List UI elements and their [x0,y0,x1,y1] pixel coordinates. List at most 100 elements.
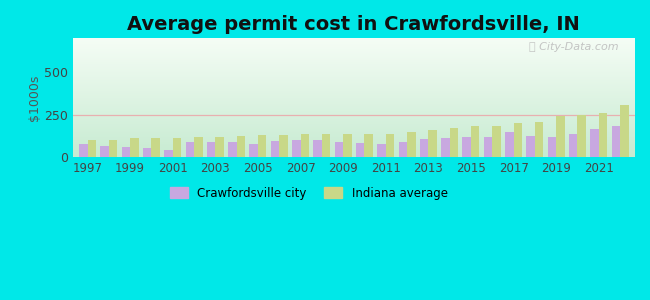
Bar [343,134,352,157]
Bar [173,138,181,157]
Bar [73,57,635,58]
Bar [420,139,428,157]
Bar [100,146,109,157]
Bar [462,136,471,157]
Bar [548,137,556,157]
Bar [492,126,500,157]
Bar [73,54,635,55]
Bar [73,106,635,107]
Bar [73,117,635,118]
Bar [73,96,635,97]
Y-axis label: $1000s: $1000s [28,74,41,121]
Bar [313,140,322,157]
Bar [73,137,635,138]
Bar [73,102,635,103]
Bar [73,146,635,147]
Bar [450,128,458,157]
Legend: Crawfordsville city, Indiana average: Crawfordsville city, Indiana average [165,182,452,204]
Bar [73,105,635,106]
Bar [73,97,635,98]
Bar [73,145,635,146]
Bar [73,64,635,65]
Bar [73,142,635,143]
Bar [73,134,635,135]
Bar [73,119,635,120]
Bar [73,118,635,119]
Bar [73,66,635,67]
Bar [73,76,635,77]
Bar [590,129,599,157]
Bar [73,80,635,81]
Bar [250,144,258,157]
Bar [73,39,635,40]
Bar [185,142,194,157]
Bar [73,73,635,74]
Bar [73,85,635,86]
Bar [73,78,635,79]
Bar [612,126,620,157]
Bar [73,95,635,96]
Bar [73,81,635,82]
Bar [484,136,492,157]
Bar [428,130,437,157]
Bar [73,90,635,91]
Bar [73,101,635,102]
Bar [73,136,635,137]
Bar [271,141,280,157]
Bar [73,92,635,93]
Bar [556,116,565,157]
Bar [73,153,635,154]
Bar [505,131,514,157]
Bar [73,93,635,94]
Bar [73,40,635,41]
Bar [151,138,160,157]
Bar [73,75,635,76]
Bar [620,105,629,157]
Bar [73,45,635,46]
Bar [73,111,635,112]
Bar [73,82,635,83]
Bar [73,94,635,95]
Bar [577,115,586,157]
Text: ⓘ City-Data.com: ⓘ City-Data.com [528,42,618,52]
Bar [73,122,635,123]
Bar [73,126,635,127]
Bar [73,91,635,92]
Bar [73,140,635,141]
Bar [73,63,635,64]
Bar [73,151,635,152]
Bar [73,84,635,85]
Bar [73,139,635,140]
Bar [73,61,635,62]
Bar [73,156,635,157]
Bar [356,142,365,157]
Bar [73,44,635,45]
Bar [73,71,635,72]
Bar [73,46,635,47]
Bar [73,49,635,50]
Bar [215,136,224,157]
Bar [73,60,635,61]
Bar [335,142,343,157]
Bar [79,144,88,157]
Bar [73,55,635,56]
Bar [73,43,635,44]
Bar [73,133,635,134]
Bar [73,88,635,89]
Bar [73,155,635,156]
Bar [73,149,635,150]
Bar [73,68,635,69]
Bar [164,150,173,157]
Bar [377,144,385,157]
Bar [73,86,635,87]
Bar [73,141,635,142]
Bar [535,122,543,157]
Bar [73,83,635,84]
Bar [73,108,635,109]
Bar [73,61,635,62]
Bar [73,116,635,117]
Bar [73,59,635,60]
Bar [73,127,635,128]
Bar [73,104,635,105]
Bar [73,110,635,111]
